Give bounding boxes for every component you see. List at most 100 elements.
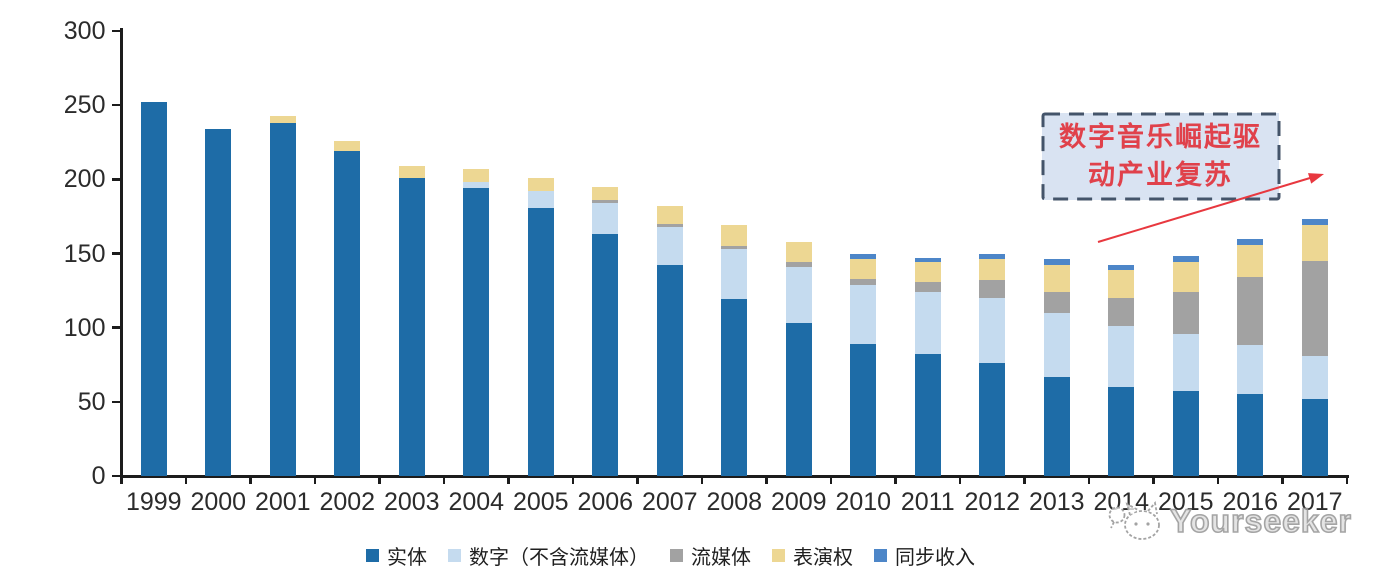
annotation-text-line1: 数字音乐崛起驱 [1059, 122, 1262, 152]
bar-segment-2001 [269, 115, 296, 123]
x-axis-label: 1999 [125, 488, 182, 516]
bar-segment-2016 [1237, 244, 1264, 278]
bar-segment-2004 [463, 168, 490, 183]
legend-item: 同步收入 [874, 541, 975, 570]
bar-segment-2013 [1043, 312, 1070, 377]
x-axis-tick [184, 476, 188, 484]
bar-segment-2012 [979, 363, 1006, 476]
bar-segment-2004 [463, 182, 490, 189]
bar-segment-2007 [656, 223, 683, 227]
x-axis-label: 2013 [1028, 488, 1085, 516]
x-axis-label: 2010 [835, 488, 892, 516]
bar-segment-2013 [1043, 259, 1070, 266]
bar-segment-2008 [721, 225, 748, 247]
bar-segment-2009 [785, 266, 812, 324]
bar-segment-2007 [656, 206, 683, 224]
legend-swatch-icon [874, 549, 887, 562]
x-axis-label: 2009 [770, 488, 827, 516]
bar-segment-2012 [979, 280, 1006, 298]
legend-label: 表演权 [793, 547, 853, 569]
x-axis-line [120, 474, 1349, 478]
x-axis-label: 2002 [319, 488, 376, 516]
legend-swatch-icon [366, 549, 379, 562]
legend-label: 数字（不含流媒体） [469, 547, 649, 569]
annotation-text-line2: 动产业复苏 [1088, 160, 1233, 190]
x-axis-tick [765, 476, 768, 484]
bar-segment-2011 [914, 292, 941, 355]
legend-item: 表演权 [772, 541, 853, 570]
x-axis-tick [442, 476, 446, 484]
legend-swatch-icon [448, 549, 461, 562]
legend-label: 流媒体 [691, 547, 751, 569]
x-axis-label: 2016 [1222, 488, 1279, 516]
legend-swatch-icon [772, 549, 785, 562]
bar-segment-2015 [1172, 292, 1199, 334]
bar-segment-2016 [1237, 345, 1264, 395]
bar-segment-2008 [721, 299, 748, 476]
legend-item: 数字（不含流媒体） [448, 541, 649, 570]
x-axis-tick [1345, 476, 1349, 484]
bar-segment-2015 [1172, 262, 1199, 293]
x-axis-tick [958, 476, 962, 484]
x-axis-tick [249, 476, 252, 484]
bar-segment-1999 [140, 102, 167, 476]
bar-segment-2016 [1237, 238, 1264, 245]
bar-segment-2011 [914, 354, 941, 476]
bar-segment-2007 [656, 265, 683, 476]
annotation-box: 数字音乐崛起驱 动产业复苏 [1042, 113, 1279, 200]
x-axis-tick [700, 476, 704, 484]
bar-segment-2014 [1108, 387, 1135, 476]
y-axis-label: 150 [63, 239, 106, 268]
bar-segment-2014 [1108, 298, 1135, 327]
x-axis-tick [1281, 476, 1284, 484]
x-axis-label: 2000 [190, 488, 247, 516]
bar-segment-2010 [850, 253, 877, 260]
bar-segment-2011 [914, 262, 941, 282]
legend-swatch-icon [670, 549, 683, 562]
x-axis-label: 2015 [1157, 488, 1214, 516]
bar-segment-2001 [269, 122, 296, 476]
bar-segment-2010 [850, 343, 877, 476]
x-axis-label: 2003 [383, 488, 440, 516]
bar-segment-2017 [1301, 219, 1328, 226]
cat-logo-icon [1108, 501, 1160, 540]
bar-segment-2013 [1043, 292, 1070, 313]
bar-segment-2015 [1172, 256, 1199, 263]
bar-segment-2012 [979, 298, 1006, 364]
x-axis-label: 2004 [448, 488, 505, 516]
x-axis-tick [1087, 476, 1091, 484]
bar-segment-2014 [1108, 326, 1135, 387]
x-axis-label: 2008 [706, 488, 763, 516]
x-axis-tick [1023, 476, 1026, 484]
watermark-text: Yourseeker [1169, 502, 1352, 540]
x-axis-label: 2012 [964, 488, 1021, 516]
bar-segment-2005 [527, 207, 554, 476]
x-axis-label: 2011 [900, 488, 955, 516]
bar-segment-2009 [785, 323, 812, 476]
x-axis-label: 2005 [512, 488, 569, 516]
bar-segment-2015 [1172, 391, 1199, 476]
y-axis-line [120, 28, 123, 479]
bar-segment-2010 [850, 284, 877, 344]
bar-segment-2010 [850, 259, 877, 279]
legend-label: 同步收入 [895, 547, 975, 569]
legend: 实体 数字（不含流媒体） 流媒体 表演权 同步收入 [366, 541, 975, 570]
bar-segment-2002 [334, 151, 361, 476]
bar-segment-2012 [979, 259, 1006, 281]
x-axis-label: 2017 [1286, 488, 1343, 516]
bar-segment-2000 [205, 128, 232, 476]
bar-segment-2005 [527, 177, 554, 192]
x-axis-tick [571, 476, 575, 484]
y-axis-tick [111, 103, 122, 107]
bar-segment-2006 [592, 200, 619, 204]
bar-segment-2013 [1043, 376, 1070, 476]
bar-segment-2015 [1172, 333, 1199, 392]
x-axis-tick [636, 476, 639, 484]
y-axis-label: 300 [63, 17, 106, 45]
bar-segment-2016 [1237, 277, 1264, 346]
bar-segment-2017 [1301, 398, 1328, 476]
y-axis-label: 0 [91, 462, 106, 490]
bar-segment-2017 [1301, 260, 1328, 356]
